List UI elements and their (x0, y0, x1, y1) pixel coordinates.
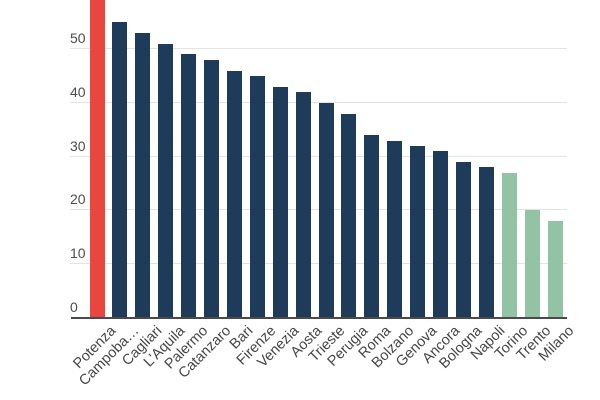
bar-potenza[interactable] (89, 0, 105, 318)
bar-milano[interactable] (547, 221, 563, 318)
bar-bologna[interactable] (455, 162, 471, 318)
bar-perugia[interactable] (341, 113, 357, 318)
y-axis-tick-label-20: 20 (70, 191, 86, 208)
bar-palermo[interactable] (181, 54, 197, 318)
bar-trento[interactable] (524, 210, 540, 318)
bar-genova[interactable] (410, 145, 426, 318)
bar-firenze[interactable] (249, 75, 265, 318)
bar-torino[interactable] (501, 172, 517, 318)
bar-l-aquila[interactable] (158, 43, 174, 318)
bar-napoli[interactable] (478, 167, 494, 318)
bar-trieste[interactable] (318, 102, 334, 318)
x-axis-line (71, 317, 567, 319)
bar-bolzano[interactable] (387, 140, 403, 318)
y-axis-tick-label-40: 40 (70, 83, 86, 100)
bar-cagliari[interactable] (135, 32, 151, 318)
bar-campoba[interactable] (112, 22, 128, 318)
gridline-50 (70, 48, 567, 49)
y-axis-tick-label-0: 0 (70, 299, 78, 315)
bar-roma[interactable] (364, 135, 380, 318)
gridline-40 (70, 101, 567, 103)
bar-venezia[interactable] (272, 86, 288, 318)
bar-catanzaro[interactable] (204, 59, 219, 318)
bar-bari[interactable] (226, 70, 242, 318)
bar-ancora[interactable] (433, 151, 448, 318)
y-axis-tick-label-10: 10 (70, 245, 86, 262)
y-axis-tick-label-30: 30 (70, 137, 86, 154)
bar-aosta[interactable] (295, 92, 311, 318)
y-axis-tick-label-50: 50 (70, 30, 86, 46)
